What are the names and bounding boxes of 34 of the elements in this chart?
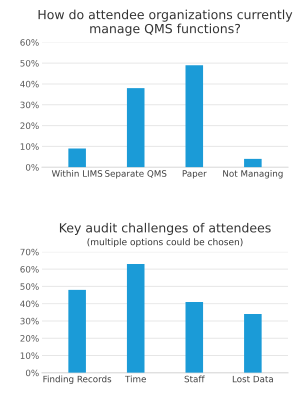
x-tick-label: Within LIMS — [52, 170, 102, 177]
bar — [244, 314, 262, 373]
y-tick-label: 0% — [26, 370, 39, 376]
x-tick-label: Paper — [182, 170, 207, 178]
chart-title: Key audit challenges of attendees — [60, 222, 271, 235]
y-tick-label: 0% — [26, 164, 39, 171]
x-tick-label: Staff — [184, 376, 205, 382]
x-tick-label: Finding Records — [43, 376, 112, 384]
x-tick-label: Time — [124, 376, 146, 382]
bar — [186, 302, 204, 373]
bar — [186, 65, 204, 168]
bar — [68, 290, 86, 373]
y-tick-label: 40% — [20, 80, 39, 88]
y-tick-label: 10% — [20, 143, 39, 150]
y-tick-label: 40% — [20, 300, 39, 308]
y-tick-label: 30% — [20, 102, 39, 108]
bar — [244, 158, 262, 168]
x-tick-label: Not Managing — [223, 170, 283, 178]
chart-title: How do attendee organizations currently manage QMS functions? — [38, 10, 292, 36]
y-tick-label: 70% — [20, 248, 39, 256]
y-tick-label: 20% — [20, 335, 39, 342]
y-tick-label: 20% — [20, 122, 39, 130]
y-tick-label: 50% — [20, 283, 39, 290]
y-tick-label: 60% — [20, 39, 39, 46]
x-tick-label: Lost Data — [232, 376, 273, 382]
bar — [68, 148, 86, 168]
y-tick-label: 30% — [20, 318, 39, 324]
y-tick-label: 10% — [20, 352, 39, 359]
x-tick-label: Separate QMS — [105, 170, 166, 178]
bar — [126, 264, 144, 373]
y-tick-label: 50% — [20, 60, 39, 67]
bar — [126, 88, 144, 168]
y-tick-label: 60% — [20, 266, 39, 273]
chart-subtitle: (multiple options could be chosen) — [87, 238, 243, 248]
